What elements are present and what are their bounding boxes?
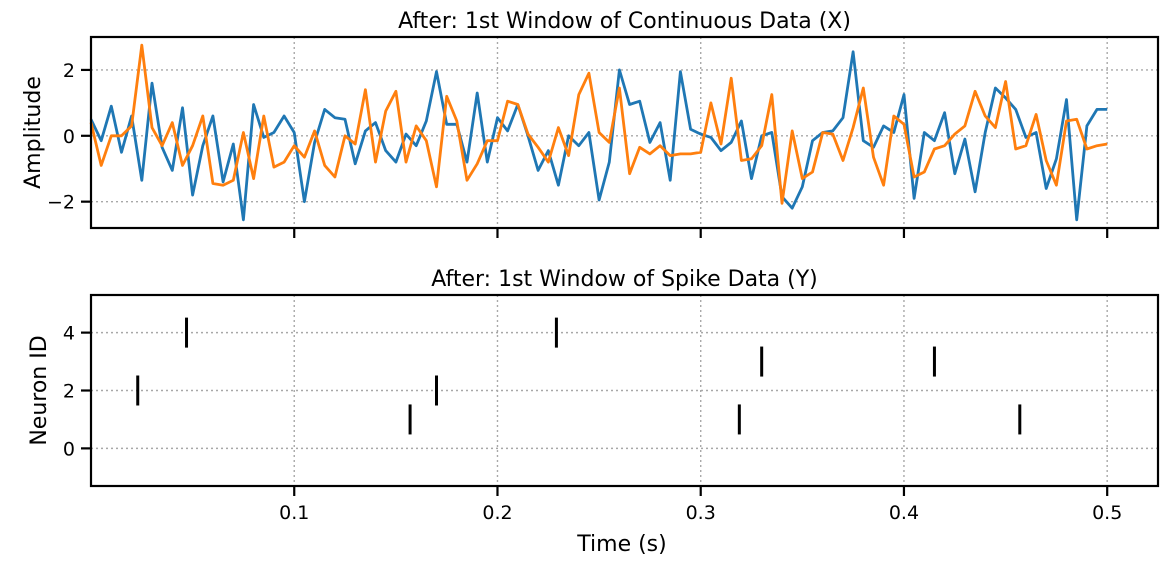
spike-data-subplot: 0.1 0.2 0.3 0.4 0.5 0 2 4 After: 1st Window of … xyxy=(27,267,1160,557)
x-tick-label: 0.5 xyxy=(1092,502,1122,524)
series-line-1 xyxy=(89,50,1108,222)
x-tick-label: 0.2 xyxy=(482,502,512,524)
continuous-data-ticks: −2 0 2 xyxy=(47,60,1109,238)
spike-data-grid xyxy=(91,295,1158,486)
continuous-data-title: After: 1st Window of Continuous Data (X) xyxy=(398,9,851,34)
y-tick-label: 0 xyxy=(63,438,75,460)
y-tick-label: 0 xyxy=(63,126,75,148)
neuron-id-axis-label: Neuron ID xyxy=(27,335,52,445)
x-tick-label: 0.4 xyxy=(889,502,919,524)
continuous-data-subplot: −2 0 2 After: 1st Window of Continuous Dat… xyxy=(21,9,1160,238)
continuous-data-frame xyxy=(89,35,1160,230)
series-line-2 xyxy=(89,43,1108,205)
x-tick-label: 0.3 xyxy=(686,502,716,524)
y-tick-label: 2 xyxy=(63,381,75,403)
y-tick-label: 4 xyxy=(63,323,75,345)
amplitude-axis-label: Amplitude xyxy=(21,76,46,189)
spike-data-ticks: 0.1 0.2 0.3 0.4 0.5 0 2 4 xyxy=(63,323,1122,524)
continuous-data-lines xyxy=(89,43,1108,222)
spike-data-title: After: 1st Window of Spike Data (Y) xyxy=(431,267,818,292)
y-tick-label: 2 xyxy=(63,60,75,82)
spike-data-markers xyxy=(136,317,1022,435)
y-tick-label: −2 xyxy=(47,192,75,214)
x-tick-label: 0.1 xyxy=(279,502,309,524)
time-axis-label: Time (s) xyxy=(576,532,666,557)
